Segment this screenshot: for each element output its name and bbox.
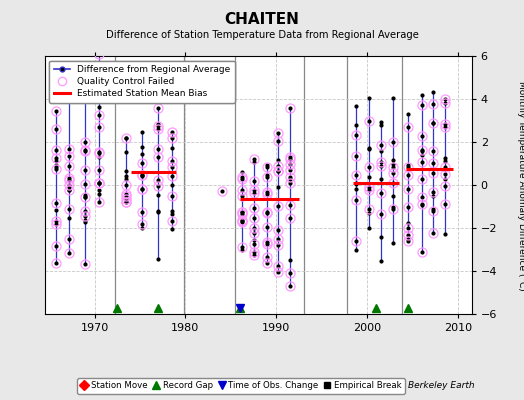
Legend: Station Move, Record Gap, Time of Obs. Change, Empirical Break: Station Move, Record Gap, Time of Obs. C…	[77, 378, 405, 394]
Text: Difference of Station Temperature Data from Regional Average: Difference of Station Temperature Data f…	[105, 30, 419, 40]
Legend: Difference from Regional Average, Quality Control Failed, Estimated Station Mean: Difference from Regional Average, Qualit…	[49, 60, 235, 103]
Text: Berkeley Earth: Berkeley Earth	[408, 381, 474, 390]
Text: CHAITEN: CHAITEN	[225, 12, 299, 27]
Text: Monthly Temperature Anomaly Difference (°C): Monthly Temperature Anomaly Difference (…	[517, 81, 524, 291]
